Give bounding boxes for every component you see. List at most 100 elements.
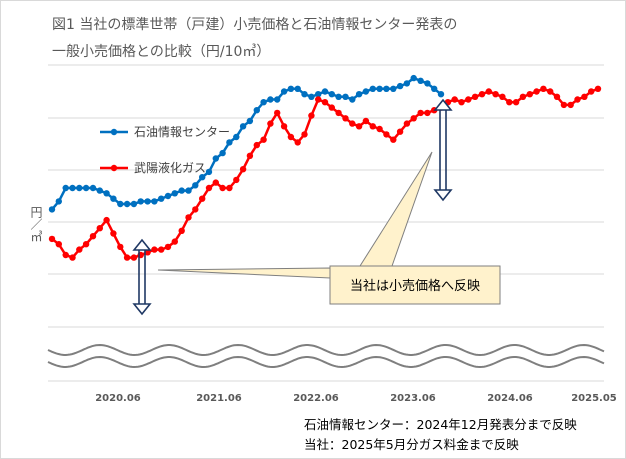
data-point (287, 133, 295, 141)
gap-arrow (433, 98, 453, 202)
data-point (137, 198, 144, 205)
data-point (376, 125, 383, 133)
data-point (581, 93, 588, 101)
data-point (192, 206, 199, 213)
data-point (226, 139, 233, 146)
data-point (178, 227, 185, 234)
legend-label: 武陽液化ガス (134, 160, 206, 175)
x-tick-label: 2024.06 (487, 393, 533, 404)
data-point (205, 184, 213, 192)
data-point (151, 246, 158, 253)
data-point (369, 123, 376, 130)
data-point (253, 141, 260, 149)
arrow-head (433, 189, 453, 202)
x-tick-label: 2021.06 (196, 393, 242, 404)
data-point (164, 192, 172, 200)
data-point (471, 93, 479, 101)
data-point (588, 88, 595, 95)
data-point (89, 233, 97, 240)
data-point (171, 190, 178, 197)
data-point (69, 254, 76, 261)
data-point (540, 85, 547, 93)
data-point (192, 182, 199, 189)
arrow-head (132, 238, 152, 251)
data-point (335, 109, 342, 117)
data-point (458, 99, 465, 106)
data-point (349, 96, 356, 103)
data-point (233, 176, 240, 184)
data-point (267, 96, 274, 103)
data-point (362, 88, 370, 95)
data-point (267, 120, 274, 127)
data-point (362, 117, 370, 125)
data-point (417, 109, 424, 117)
data-point (328, 104, 335, 111)
data-point (403, 120, 411, 127)
data-point (158, 246, 165, 253)
x-tick-label: 2020.06 (95, 393, 141, 404)
data-point (533, 88, 540, 95)
data-point (451, 96, 458, 103)
x-tick-label: 2025.05 (571, 393, 617, 404)
data-point (431, 85, 438, 93)
series-company (48, 85, 602, 261)
data-point (342, 115, 349, 122)
data-point (308, 112, 315, 119)
data-point (492, 91, 499, 98)
data-point (253, 107, 260, 114)
data-point (437, 91, 445, 98)
data-point (103, 216, 110, 224)
data-point (89, 184, 97, 192)
data-point (396, 128, 404, 135)
data-point (212, 155, 219, 162)
data-point (55, 241, 62, 248)
data-point (328, 91, 335, 98)
data-point (178, 187, 185, 194)
legend-marker (110, 164, 118, 172)
data-point (355, 123, 363, 130)
axis-break-wave (47, 355, 605, 369)
data-point (560, 101, 568, 109)
data-point (478, 91, 486, 98)
data-point (219, 149, 226, 157)
legend-label: 石油情報センター (134, 125, 230, 139)
data-point (158, 195, 165, 202)
data-point (199, 195, 206, 202)
data-point (123, 200, 131, 208)
data-point (424, 109, 431, 117)
data-point (96, 225, 104, 232)
data-point (396, 82, 404, 90)
data-point (390, 136, 397, 143)
data-point (349, 120, 356, 127)
data-point (62, 184, 69, 192)
data-point (48, 206, 56, 213)
data-point (547, 88, 554, 95)
data-point (280, 88, 288, 95)
data-point (321, 99, 329, 106)
data-point (274, 96, 281, 103)
data-point (315, 91, 322, 98)
data-point (117, 200, 124, 208)
data-point (62, 251, 69, 259)
data-point (123, 254, 131, 261)
data-point (301, 91, 308, 98)
data-point (567, 101, 574, 109)
data-point (212, 179, 219, 186)
data-point (151, 198, 158, 205)
data-point (82, 184, 90, 192)
data-point (48, 235, 56, 243)
data-point (110, 195, 117, 202)
callout-text: 当社は小売価格へ反映 (350, 278, 480, 294)
data-point (117, 243, 124, 251)
data-point (485, 88, 492, 95)
data-point (69, 184, 76, 192)
data-point (185, 214, 192, 221)
data-point (594, 85, 602, 93)
data-point (55, 198, 62, 205)
y-axis-unit: 円／㎥ (29, 206, 43, 242)
data-point (76, 246, 83, 253)
data-point (294, 139, 301, 146)
data-point (82, 241, 90, 248)
data-point (219, 184, 226, 192)
